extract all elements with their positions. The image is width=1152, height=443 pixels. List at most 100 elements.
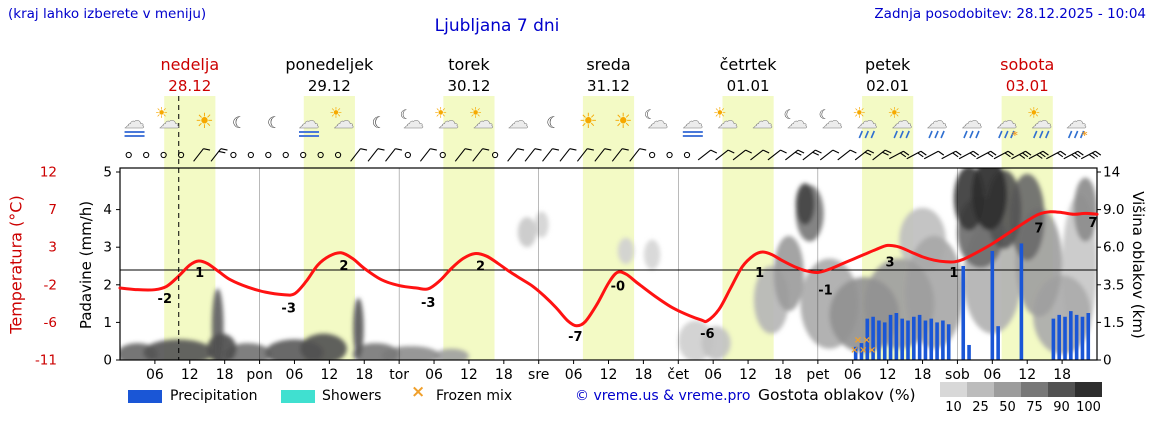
x-tick-label: čet xyxy=(667,367,689,383)
moon-icon: ☾ xyxy=(232,113,246,132)
calm-wind-icon xyxy=(265,151,272,159)
svg-text:-6: -6 xyxy=(700,327,714,342)
precipitation-bars xyxy=(853,243,1091,360)
sun-cloud-icon: ☀☁ xyxy=(329,104,354,133)
svg-text:☁: ☁ xyxy=(787,109,808,133)
calm-wind-icon xyxy=(404,151,411,159)
x-tick-label: 18 xyxy=(495,367,513,383)
copyright-link[interactable]: © vreme.us & vreme.pro xyxy=(575,388,751,404)
day-name: petek xyxy=(865,55,911,74)
wind-barb-icon xyxy=(767,149,787,161)
svg-text:*: * xyxy=(1012,129,1018,142)
density-tick-label: 25 xyxy=(972,400,989,415)
calm-wind-icon xyxy=(177,151,185,159)
wind-barb-icon xyxy=(715,149,735,161)
wind-barb-icon xyxy=(454,148,472,162)
cloud-tick-label: 14 xyxy=(1103,165,1120,181)
svg-text:☀: ☀ xyxy=(887,104,900,122)
temperature-curve xyxy=(118,210,1099,328)
cloud-tick-label: 3.5 xyxy=(1103,277,1124,293)
x-tick-label: 06 xyxy=(983,367,1001,383)
svg-text:☀: ☀ xyxy=(329,104,342,122)
svg-text:☾: ☾ xyxy=(546,113,560,132)
svg-text:☀: ☀ xyxy=(614,109,633,133)
calm-wind-icon xyxy=(649,151,656,159)
x-tick-label: 12 xyxy=(600,367,618,383)
svg-text:-3: -3 xyxy=(421,296,435,311)
svg-text:☀: ☀ xyxy=(579,109,598,133)
wind-barb-icon xyxy=(1080,150,1102,160)
svg-text:☾: ☾ xyxy=(372,113,386,132)
calm-wind-icon xyxy=(247,151,254,159)
density-tick-label: 75 xyxy=(1026,400,1043,415)
x-tick-label: tor xyxy=(389,367,409,383)
cloud-tick-label: 9.0 xyxy=(1103,202,1124,218)
svg-text:☁: ☁ xyxy=(403,109,424,133)
wind-barb-icon xyxy=(210,148,228,162)
day-name: ponedeljek xyxy=(285,55,374,74)
cloud-icon: ☁ xyxy=(752,109,774,134)
cloud-tick-label: 0 xyxy=(1103,353,1112,369)
temperature-axis-label: Temperatura (°C) xyxy=(6,195,26,334)
svg-text:1: 1 xyxy=(755,266,764,281)
svg-text:×: × xyxy=(863,335,871,346)
svg-text:-0: -0 xyxy=(611,280,625,295)
day-date: 01.01 xyxy=(727,77,770,95)
svg-text:×: × xyxy=(850,345,858,356)
wind-barb-icon xyxy=(993,150,1014,160)
day-date: 31.12 xyxy=(587,77,630,95)
density-swatch xyxy=(994,382,1021,397)
sun-icon: ☀ xyxy=(614,109,633,133)
moon-cloud-icon: ☾☁ xyxy=(784,108,809,133)
svg-text:☾: ☾ xyxy=(267,113,281,132)
calm-wind-icon xyxy=(125,151,132,159)
svg-text:☀: ☀ xyxy=(469,104,482,122)
svg-text:2: 2 xyxy=(339,259,348,274)
day-date: 29.12 xyxy=(308,77,351,95)
wind-barb-icon xyxy=(854,149,875,161)
svg-text:7: 7 xyxy=(1034,222,1043,237)
x-tick-label: 06 xyxy=(286,367,304,383)
precip-tick-label: 0 xyxy=(103,353,112,369)
wind-barb-icon xyxy=(785,149,805,161)
svg-text:2: 2 xyxy=(476,260,485,275)
sun-cloud-icon: ☀☁ xyxy=(434,104,459,133)
wind-barb-icon xyxy=(1028,150,1049,160)
wind-barb-icon xyxy=(507,148,525,162)
svg-text:☀: ☀ xyxy=(195,109,214,133)
precip-tick-label: 5 xyxy=(103,165,112,181)
wind-barb-icon xyxy=(1011,150,1032,160)
calm-wind-icon xyxy=(143,151,150,159)
precip-tick-label: 4 xyxy=(103,202,112,218)
day-headers: nedelja 28.12 ponedeljek 29.12 torek 30.12 sre… xyxy=(160,55,1054,95)
showers-swatch xyxy=(281,390,315,403)
last-update: Zadnja posodobitev: 28.12.2025 - 10:04 xyxy=(874,6,1146,22)
x-tick-label: 12 xyxy=(879,367,897,383)
svg-text:7: 7 xyxy=(1088,216,1097,231)
density-swatch xyxy=(1021,382,1048,397)
svg-text:☁: ☁ xyxy=(299,109,320,133)
svg-text:3: 3 xyxy=(885,255,894,270)
cloud-rain-snow-icon: ☁* xyxy=(996,109,1018,142)
svg-text:☀: ☀ xyxy=(155,104,168,122)
wind-barb-icon xyxy=(367,148,385,162)
frozen-mix-icon: × xyxy=(411,382,426,402)
svg-text:×: × xyxy=(868,345,876,356)
x-tick-label: 06 xyxy=(844,367,862,383)
svg-text:☁: ☁ xyxy=(857,109,878,133)
density-swatch xyxy=(1048,382,1075,397)
svg-text:1: 1 xyxy=(195,266,204,281)
wind-barb-icon xyxy=(576,148,594,162)
calm-wind-icon xyxy=(160,151,167,159)
day-date: 30.12 xyxy=(447,77,490,95)
x-tick-label: 18 xyxy=(1053,367,1071,383)
density-tick-label: 90 xyxy=(1053,400,1070,415)
cloud-rain-icon: ☁ xyxy=(926,109,948,139)
svg-text:-7: -7 xyxy=(568,330,582,345)
x-tick-label: 12 xyxy=(1018,367,1036,383)
sun-icon: ☀ xyxy=(195,109,214,133)
svg-text:☁: ☁ xyxy=(159,109,180,133)
cloud-density-scale xyxy=(940,382,1102,397)
